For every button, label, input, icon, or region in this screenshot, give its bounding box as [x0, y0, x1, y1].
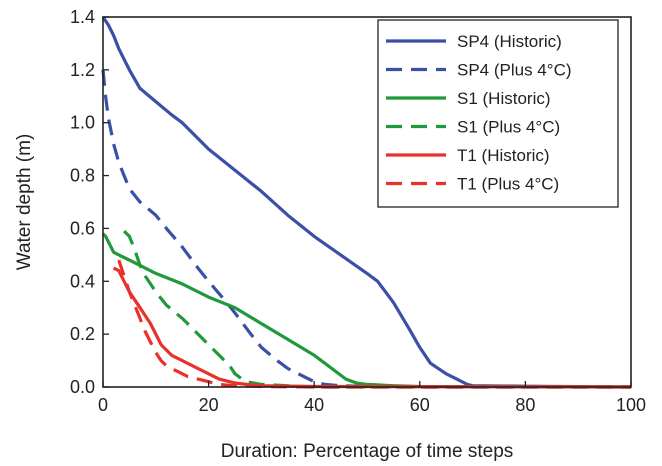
series-line-5: [117, 259, 631, 389]
y-tick-label: 0.0: [70, 377, 95, 397]
legend-label: SP4 (Historic): [457, 32, 562, 51]
x-axis-title: Duration: Percentage of time steps: [221, 441, 514, 462]
legend-label: T1 (Plus 4°C): [457, 175, 559, 194]
y-tick-label: 0.8: [70, 166, 95, 186]
series-line-2: [101, 232, 632, 389]
x-tick-label: 80: [515, 395, 535, 415]
series-line-0: [101, 16, 632, 389]
legend-label: SP4 (Plus 4°C): [457, 61, 572, 80]
y-tick-label: 1.2: [70, 60, 95, 80]
y-tick-label: 0.4: [70, 271, 95, 291]
series-line-4: [112, 266, 632, 389]
legend-label: S1 (Plus 4°C): [457, 118, 560, 137]
series-line-3: [122, 229, 631, 389]
y-tick-label: 0.2: [70, 324, 95, 344]
x-axis: 0 20 40 60 80 100: [98, 381, 646, 415]
legend-item: T1 (Historic): [386, 146, 550, 165]
y-tick-label: 0.6: [70, 218, 95, 238]
x-tick-label: 100: [616, 395, 646, 415]
legend: SP4 (Historic) SP4 (Plus 4°C) S1 (Historic…: [377, 19, 619, 208]
series-layer: [101, 16, 632, 389]
x-tick-label: 60: [410, 395, 430, 415]
legend-label: T1 (Historic): [457, 146, 550, 165]
legend-item: S1 (Historic): [386, 89, 551, 108]
y-tick-label: 1.0: [70, 113, 95, 133]
legend-box: [377, 19, 619, 208]
x-tick-label: 0: [98, 395, 108, 415]
legend-label: S1 (Historic): [457, 89, 551, 108]
legend-item: S1 (Plus 4°C): [386, 118, 560, 137]
legend-item: SP4 (Plus 4°C): [386, 61, 572, 80]
y-tick-label: 1.4: [70, 7, 95, 27]
y-axis: 0.0 0.2 0.4 0.6 0.8 1.0 1.2 1.4: [70, 7, 109, 397]
series-line-1: [101, 69, 631, 389]
x-tick-label: 20: [199, 395, 219, 415]
legend-item: T1 (Plus 4°C): [386, 175, 559, 194]
legend-item: SP4 (Historic): [386, 32, 562, 51]
y-axis-title: Water depth (m): [14, 134, 35, 271]
plot-frame: [102, 16, 632, 388]
x-tick-label: 40: [304, 395, 324, 415]
